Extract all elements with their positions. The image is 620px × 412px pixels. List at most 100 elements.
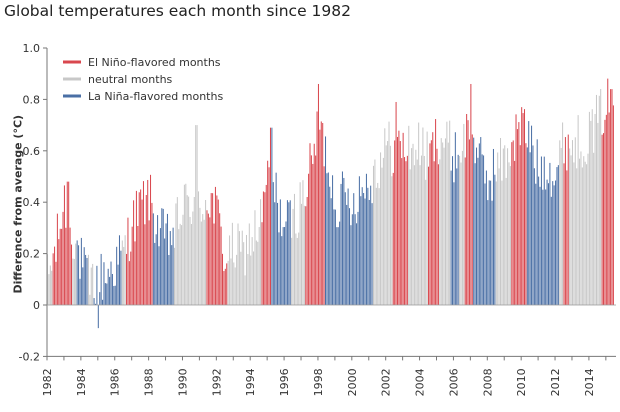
- bar: [193, 196, 195, 305]
- bar: [512, 140, 514, 305]
- bar: [511, 142, 513, 305]
- bar: [62, 211, 64, 305]
- bar: [206, 210, 208, 305]
- x-tick-label: 1986: [109, 368, 122, 396]
- bar: [200, 221, 202, 305]
- bar: [93, 298, 95, 305]
- x-tick-label: 2014: [583, 368, 596, 396]
- bar: [480, 137, 482, 305]
- bar: [343, 177, 345, 305]
- bar: [608, 112, 610, 306]
- bar: [349, 208, 351, 305]
- bar: [316, 111, 318, 305]
- bar: [186, 195, 188, 305]
- bar: [560, 147, 562, 305]
- bar: [333, 209, 335, 305]
- bar: [292, 208, 294, 305]
- bar: [116, 246, 118, 305]
- bar: [79, 278, 81, 305]
- bar: [147, 179, 149, 305]
- bar: [591, 109, 593, 305]
- bar: [401, 158, 403, 305]
- bar: [247, 254, 249, 305]
- bar: [447, 142, 449, 305]
- bar: [161, 208, 163, 305]
- bar: [298, 232, 300, 305]
- bar: [370, 185, 372, 305]
- bar: [380, 152, 382, 305]
- bar: [607, 78, 609, 305]
- bar: [181, 225, 183, 305]
- bar: [459, 156, 461, 305]
- bar: [450, 170, 452, 305]
- bar: [339, 221, 341, 305]
- bar: [154, 242, 156, 305]
- bar: [358, 176, 360, 305]
- bar: [269, 127, 271, 305]
- bar: [426, 131, 428, 305]
- bar: [285, 221, 287, 305]
- bar: [195, 125, 197, 305]
- bar: [54, 246, 56, 305]
- bar: [302, 180, 304, 305]
- bar: [519, 145, 521, 305]
- bar: [468, 139, 470, 305]
- bar: [500, 138, 502, 305]
- bar: [523, 109, 526, 305]
- bar: [413, 165, 415, 305]
- bar: [436, 148, 438, 305]
- bar: [293, 193, 295, 305]
- y-tick-label: 0.2: [23, 248, 41, 261]
- bar: [389, 145, 391, 305]
- bar: [131, 226, 133, 305]
- bar: [296, 237, 298, 305]
- bar: [494, 174, 496, 305]
- bar: [610, 89, 612, 306]
- bar: [528, 121, 530, 305]
- bar: [176, 197, 178, 305]
- bar: [433, 161, 435, 305]
- bar: [133, 200, 135, 305]
- bar: [268, 167, 270, 305]
- bar: [378, 188, 380, 305]
- y-tick-label: 0.8: [23, 93, 41, 106]
- bar: [449, 120, 451, 305]
- bar: [275, 172, 277, 305]
- bar: [158, 246, 160, 305]
- bar: [553, 185, 555, 305]
- bar: [435, 119, 437, 305]
- bar: [229, 235, 231, 305]
- bar: [202, 214, 204, 305]
- bar: [577, 115, 579, 305]
- x-tick-label: 1988: [143, 368, 156, 396]
- bar: [155, 234, 157, 305]
- bar: [237, 223, 239, 305]
- bar: [63, 185, 65, 305]
- bar: [581, 167, 583, 305]
- bar: [141, 199, 143, 305]
- y-tick-label: 0.6: [23, 145, 41, 158]
- bar: [214, 186, 216, 305]
- bar: [521, 107, 523, 305]
- bar: [406, 155, 408, 305]
- bar: [114, 285, 116, 305]
- bar: [320, 121, 322, 306]
- bar: [68, 181, 70, 305]
- bar: [408, 125, 410, 305]
- x-tick-label: 2012: [549, 368, 562, 396]
- bar: [309, 143, 311, 305]
- bar: [488, 180, 490, 305]
- bar: [404, 157, 406, 305]
- bar: [590, 120, 592, 305]
- bar: [597, 122, 599, 305]
- bar: [457, 154, 459, 305]
- bar: [374, 159, 376, 305]
- chart-title: Global temperatures each month since 198…: [4, 2, 351, 20]
- bar: [580, 151, 582, 305]
- bar: [484, 183, 486, 305]
- bar: [323, 166, 325, 305]
- bar-group: [47, 78, 614, 329]
- bar: [456, 168, 458, 305]
- bar: [159, 228, 161, 305]
